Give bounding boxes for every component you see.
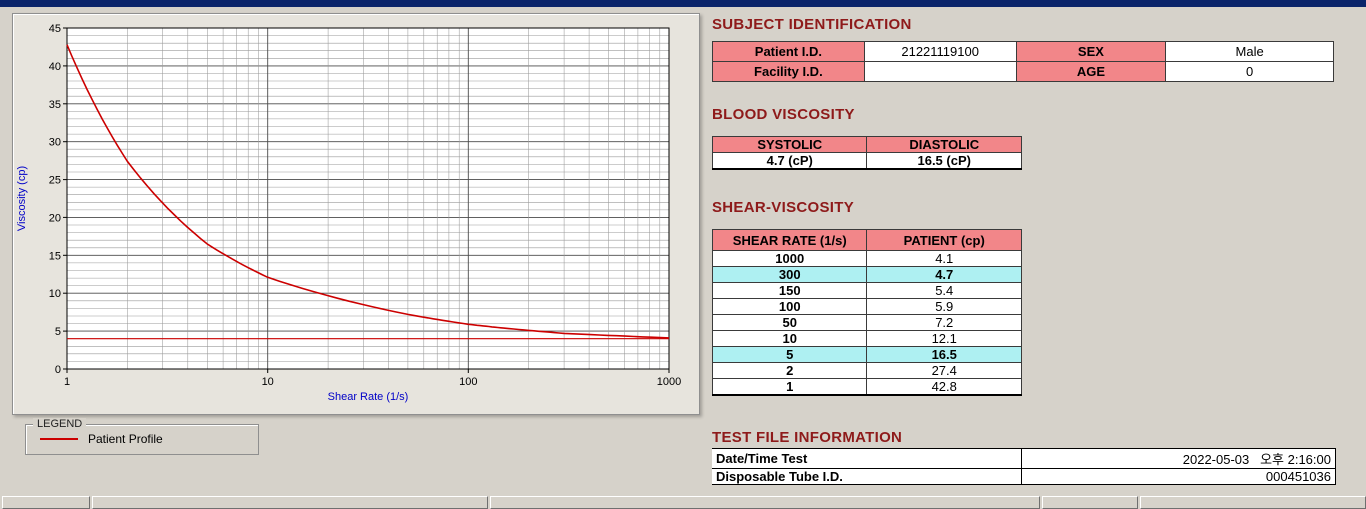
systolic-value: 4.7 (cP) [711,152,868,170]
age-label: AGE [1015,61,1167,82]
svg-text:30: 30 [49,137,61,149]
svg-text:15: 15 [49,250,61,262]
shear-row: 300 4.7 [711,266,1022,283]
bottom-panel [2,496,90,509]
window-title-bar [0,0,1366,7]
svg-text:1000: 1000 [657,376,681,388]
shear-row: 50 7.2 [711,314,1022,331]
svg-text:Viscosity (cp): Viscosity (cp) [16,166,28,231]
shear-rate-cell: 10 [711,330,868,347]
patient-viscosity-cell: 4.1 [866,250,1022,267]
facility-id-value [863,61,1017,82]
patient-viscosity-cell: 16.5 [866,346,1022,363]
shear-rate-cell: 100 [711,298,868,315]
shear-row: 5 16.5 [711,346,1022,363]
svg-text:35: 35 [49,99,61,111]
diastolic-value: 16.5 (cP) [866,152,1022,170]
test-file-row-label: Disposable Tube I.D. [712,468,1023,485]
bottom-panel [92,496,488,509]
patient-profile-line-swatch [40,438,78,440]
svg-text:1: 1 [64,376,70,388]
subject-identification-table: Patient I.D. 21221119100 SEX Male Facili… [712,41,1334,82]
svg-text:45: 45 [49,23,61,35]
shear-rate-cell: 50 [711,314,868,331]
viscosity-chart: 0 5 10 15 20 25 30 35 40 45 1 10 100 1000 Shear Rate (… [13,14,697,412]
shear-rate-cell: 2 [711,362,868,379]
shear-row: 2 27.4 [711,362,1022,379]
test-file-information-title: TEST FILE INFORMATION [712,429,903,446]
test-file-row: Date/Time Test 2022-05-03 오후 2:16:00 [712,448,1336,469]
shear-viscosity-table: SHEAR RATE (1/s) PATIENT (cp) 1000 4.1 3… [711,229,1022,396]
table-row: SHEAR RATE (1/s) PATIENT (cp) [711,229,1022,251]
diastolic-label: DIASTOLIC [866,136,1022,153]
patient-column-header: PATIENT (cp) [866,229,1022,251]
table-row: Facility I.D. AGE 0 [712,61,1334,82]
shear-rate-cell: 300 [711,266,868,283]
patient-viscosity-cell: 27.4 [866,362,1022,379]
bottom-panel [1042,496,1138,509]
shear-row: 150 5.4 [711,282,1022,299]
table-row: SYSTOLIC DIASTOLIC [711,136,1022,153]
shear-row: 1 42.8 [711,378,1022,396]
sex-value: Male [1165,41,1334,62]
blood-viscosity-title: BLOOD VISCOSITY [712,106,855,123]
svg-text:40: 40 [49,61,61,73]
systolic-label: SYSTOLIC [711,136,868,153]
table-row: 4.7 (cP) 16.5 (cP) [711,152,1022,170]
table-row: Patient I.D. 21221119100 SEX Male [712,41,1334,62]
patient-viscosity-cell: 5.9 [866,298,1022,315]
bottom-panel [490,496,1040,509]
subject-identification-title: SUBJECT IDENTIFICATION [712,16,912,33]
shear-rate-cell: 1000 [711,250,868,267]
patient-viscosity-cell: 4.7 [866,266,1022,283]
blood-viscosity-table: SYSTOLIC DIASTOLIC 4.7 (cP) 16.5 (cP) [711,136,1022,170]
legend-box: LEGEND Patient Profile [25,418,259,455]
legend-title: LEGEND [33,418,87,430]
patient-viscosity-cell: 42.8 [866,378,1022,396]
test-file-row-label: Date/Time Test [712,448,1023,469]
test-file-row-value: 000451036 [1021,468,1336,485]
sex-label: SEX [1015,41,1167,62]
shear-row: 1000 4.1 [711,250,1022,267]
svg-text:10: 10 [49,288,61,300]
test-file-row-value: 2022-05-03 오후 2:16:00 [1021,448,1336,469]
patient-viscosity-cell: 5.4 [866,282,1022,299]
shear-rate-cell: 1 [711,378,868,396]
test-file-row: Disposable Tube I.D. 000451036 [712,468,1336,485]
svg-text:0: 0 [55,364,61,376]
viscosity-chart-panel: 0 5 10 15 20 25 30 35 40 45 1 10 100 1000 Shear Rate (… [12,13,700,415]
shear-rate-cell: 5 [711,346,868,363]
facility-id-label: Facility I.D. [712,61,865,82]
shear-rate-column-header: SHEAR RATE (1/s) [711,229,868,251]
svg-text:5: 5 [55,326,61,338]
svg-text:Shear Rate (1/s): Shear Rate (1/s) [328,391,409,403]
svg-text:10: 10 [262,376,274,388]
shear-rate-cell: 150 [711,282,868,299]
legend-series-label: Patient Profile [88,432,163,446]
shear-viscosity-title: SHEAR-VISCOSITY [712,199,855,216]
shear-row: 100 5.9 [711,298,1022,315]
svg-text:20: 20 [49,212,61,224]
patient-viscosity-cell: 12.1 [866,330,1022,347]
patient-id-label: Patient I.D. [712,41,865,62]
test-file-information-table: Date/Time Test 2022-05-03 오후 2:16:00 Dis… [712,448,1336,485]
svg-text:100: 100 [459,376,477,388]
patient-viscosity-cell: 7.2 [866,314,1022,331]
shear-row: 10 12.1 [711,330,1022,347]
svg-text:25: 25 [49,175,61,187]
bottom-panel [1140,496,1366,509]
age-value: 0 [1165,61,1334,82]
patient-id-value: 21221119100 [863,41,1017,62]
